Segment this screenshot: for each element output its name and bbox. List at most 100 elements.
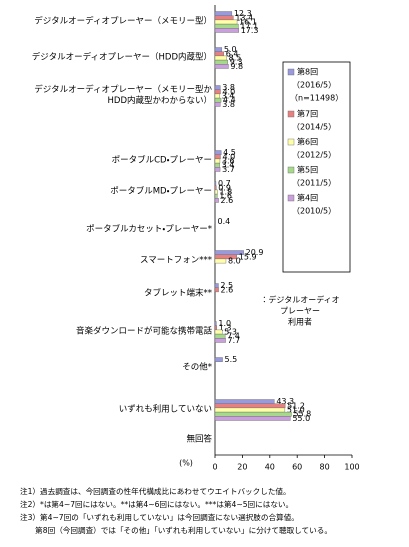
x-tick-label: 0	[212, 463, 217, 472]
bar	[214, 162, 220, 168]
value-label: 9.8	[230, 62, 243, 71]
bar	[214, 89, 221, 95]
value-label: 13.4	[235, 13, 253, 22]
category-label: デジタルオーディオプレーヤー（HDD内蔵型）	[31, 52, 212, 63]
value-label: 3.4	[222, 161, 235, 170]
bar	[214, 102, 221, 107]
bar	[214, 321, 217, 326]
category-label: タブレット端末**	[143, 288, 212, 299]
bar	[214, 167, 221, 172]
category-label: ポータブルMD・プレーヤー	[110, 186, 212, 197]
value-label: 17.3	[241, 26, 259, 35]
category-label: ポータブルカセット・プレーヤー*	[86, 224, 212, 235]
value-label: 4.5	[223, 148, 236, 157]
legend-swatch	[287, 68, 295, 76]
value-label: 0.4	[218, 217, 231, 226]
value-label: 51.2	[287, 401, 305, 410]
legend-period: （2011/5）	[292, 179, 336, 188]
x-tick-label: 60	[292, 463, 302, 472]
value-label: 1.0	[218, 319, 231, 328]
annotation: 利用者	[288, 317, 312, 327]
value-label: 8.5	[229, 54, 242, 63]
category-label: 無回答	[186, 434, 212, 445]
bar	[214, 258, 227, 264]
value-label: 6.4	[226, 49, 239, 58]
bar	[214, 189, 218, 195]
x-tick-label: 20	[237, 463, 247, 472]
value-label: 3.8	[222, 100, 235, 109]
x-tick-label: 100	[344, 463, 359, 472]
value-label: 2.5	[220, 281, 233, 290]
bar	[214, 23, 239, 29]
value-label: 16.1	[239, 18, 257, 27]
bar	[214, 97, 222, 103]
bar	[214, 85, 221, 90]
value-label: 5.0	[224, 45, 237, 54]
value-label: 1.3	[219, 323, 232, 332]
bar	[214, 338, 226, 343]
bar	[214, 283, 219, 288]
value-label: 55.0	[292, 414, 310, 423]
value-label: 3.4	[222, 92, 235, 101]
legend-label: 第8回	[297, 67, 318, 77]
legend-swatch	[287, 138, 295, 146]
legend-swatch	[287, 110, 295, 118]
legend-period: （2014/5）	[292, 123, 336, 132]
legend-label: 第5回	[297, 165, 318, 175]
bar	[214, 185, 217, 191]
value-label: 4.4	[223, 96, 236, 105]
legend-n: （n=11498）	[290, 94, 343, 103]
bar	[214, 64, 229, 69]
legend-period: （2010/5）	[292, 207, 336, 216]
value-label: 7.7	[228, 336, 241, 345]
footnote: 注2）*は第4~7回にはない。**は第4~6回にはない。***は第4~5回にはな…	[20, 500, 294, 509]
footnote: 第8回（今回調査）では「その他」「いずれも利用していない」に分けて聴取している。	[20, 526, 332, 535]
value-label: 51.0	[287, 406, 305, 415]
bar	[214, 47, 223, 52]
category-label: デジタルオーディオプレーヤー（メモリー型）	[34, 16, 212, 27]
footnote: 注1）過去調査は、今回調査の性年代構成比にあわせてウエイトバックした値。	[20, 487, 291, 496]
bar	[214, 411, 292, 417]
value-label: 4.0	[222, 87, 235, 96]
value-label: 15.9	[239, 252, 257, 261]
x-axis-label: (%)	[179, 459, 193, 468]
value-label: 0.7	[218, 179, 231, 188]
bar	[214, 219, 216, 224]
value-label: 3.7	[222, 165, 235, 174]
value-label: 2.6	[221, 285, 234, 294]
bar	[214, 407, 286, 413]
bar	[214, 15, 234, 21]
bar	[214, 193, 218, 199]
bar	[214, 154, 221, 160]
value-label: 20.9	[246, 248, 264, 257]
bar	[214, 55, 227, 61]
value-label: 1.8	[219, 188, 232, 197]
category-label: 音楽ダウンロードが可能な携帯電話	[75, 326, 212, 337]
bar	[214, 329, 223, 335]
category-label: その他*	[182, 362, 212, 373]
x-tick-label: 40	[265, 463, 275, 472]
bar	[214, 150, 222, 155]
bar	[214, 19, 238, 25]
bar	[214, 93, 220, 99]
value-label: 55.8	[293, 410, 311, 419]
value-label: 4.0	[222, 152, 235, 161]
legend-period: （2016/5）	[292, 81, 336, 90]
annotation: プレーヤー	[280, 307, 320, 316]
bar	[214, 325, 217, 331]
bar	[214, 403, 286, 409]
category-label: スマートフォン***	[140, 255, 212, 266]
value-label: 0.9	[218, 183, 231, 192]
bar	[214, 416, 291, 421]
bar	[214, 198, 219, 203]
legend-period: （2012/5）	[292, 151, 336, 160]
value-label: 12.3	[234, 9, 252, 18]
bar	[214, 59, 228, 65]
value-label: 5.5	[225, 355, 238, 364]
value-label: 2.6	[221, 196, 234, 205]
bar	[214, 399, 275, 404]
legend-swatch	[287, 194, 295, 202]
value-label: 3.6	[222, 157, 235, 166]
category-label: デジタルオーディオプレーヤー（メモリー型か HDD内蔵型かわからない）	[34, 85, 212, 106]
value-label: 5.3	[224, 328, 237, 337]
